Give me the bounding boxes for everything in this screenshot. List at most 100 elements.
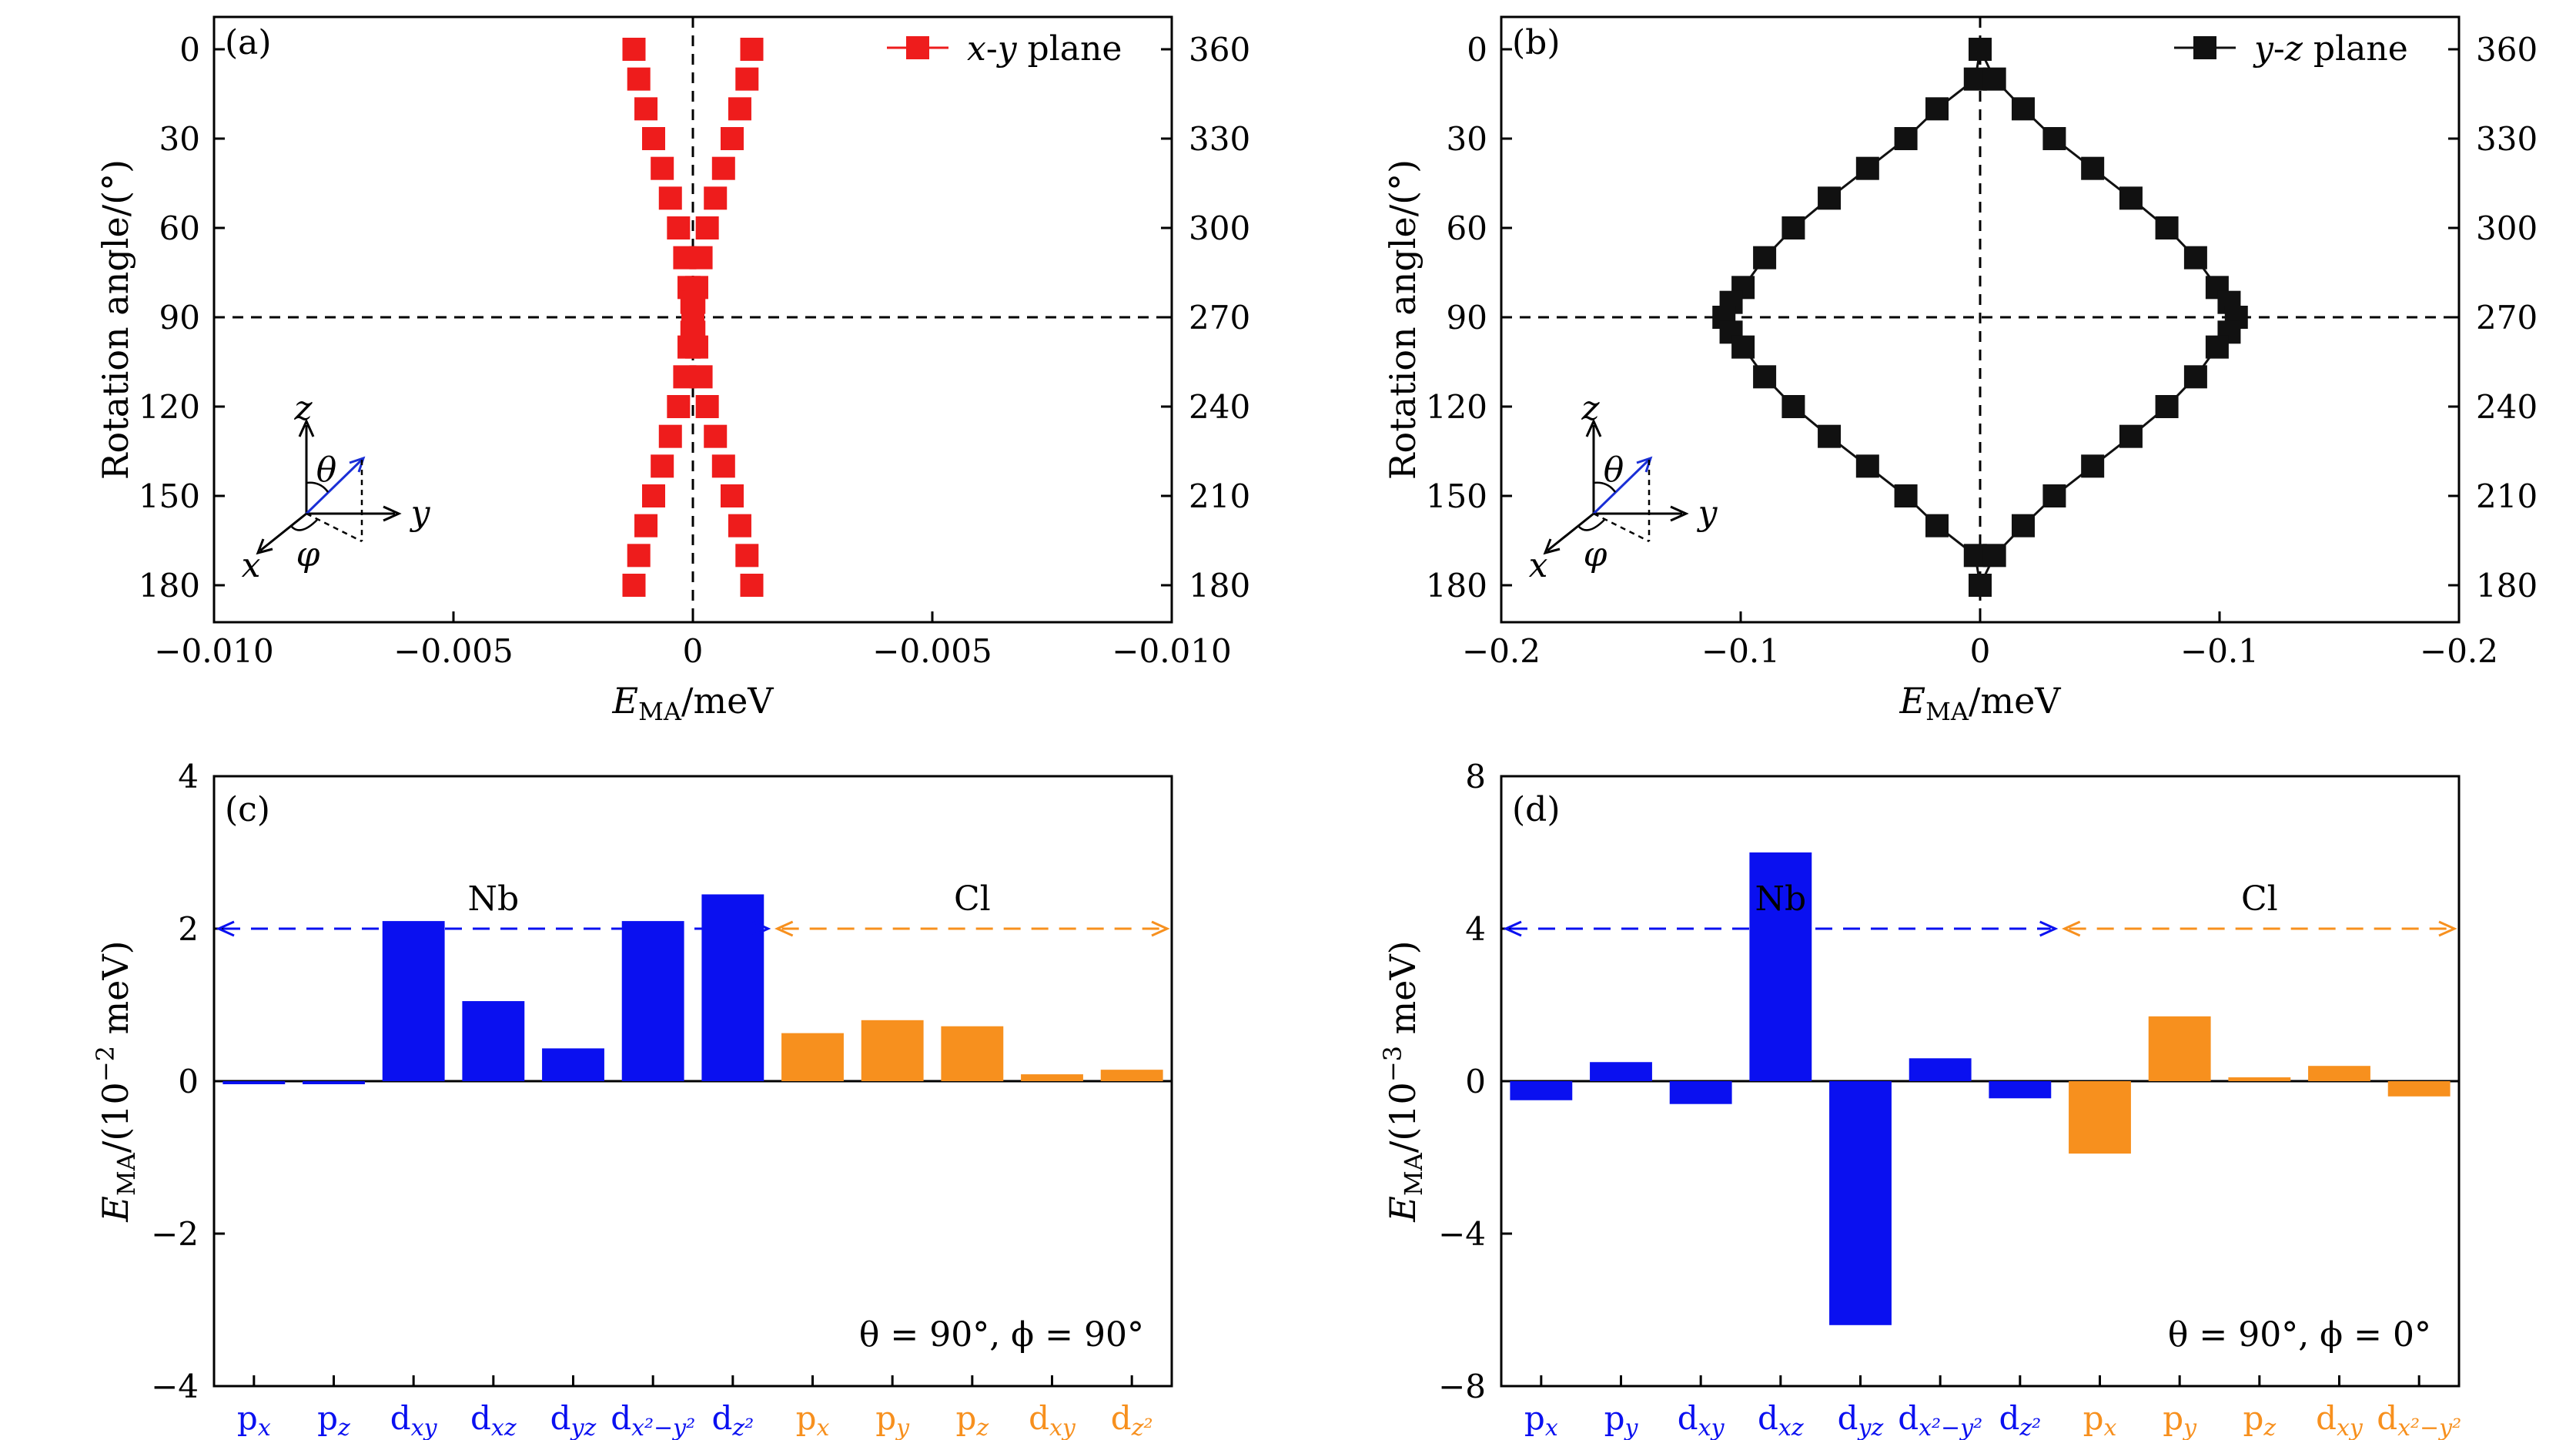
group-arrowhead-right [2039, 920, 2059, 937]
y-tick-label: −4 [1438, 1215, 1486, 1253]
data-point [634, 514, 658, 537]
x-axis-arrow [259, 512, 307, 552]
bar [542, 1048, 604, 1081]
category-subscript: z [975, 1415, 989, 1440]
category-base: d [1898, 1399, 1919, 1437]
category-base: p [1604, 1399, 1625, 1437]
coordinate-axes-inset: z y x θ φ [1529, 389, 1718, 585]
x-tick-label: 0 [683, 632, 704, 670]
category-subscript: x²−y² [1919, 1415, 1982, 1440]
inset-x-label: x [242, 546, 261, 585]
category-label: dz² [1111, 1399, 1153, 1440]
y-arrowhead [1670, 505, 1689, 522]
z-arrowhead [1585, 418, 1602, 437]
x-title-symbol: E [1899, 680, 1925, 722]
category-subscript: xz [1778, 1415, 1804, 1440]
y-tick-label: 0 [1465, 1063, 1486, 1100]
panel-b: 0 360 30 330 60 300 90 270 120 240 150 210 180 180 −0.… [1382, 15, 2538, 726]
angle-annotation: θ = 90°, ϕ = 0° [2168, 1315, 2431, 1355]
y-title-subscript: MA [1399, 1152, 1428, 1196]
data-point [1894, 484, 1918, 507]
data-point [622, 38, 646, 61]
category-subscript: z [337, 1415, 350, 1440]
y-axis-title: Rotation angle/(°) [1382, 159, 1423, 480]
y-title-unit: /(10 [1382, 1082, 1423, 1153]
panel-a: 0 360 30 330 60 300 90 270 120 240 150 210 180 180 −0.… [95, 15, 1250, 726]
projection-dash [306, 512, 363, 543]
panel-label: (d) [1512, 790, 1561, 829]
vector-arrow [1592, 458, 1651, 515]
data-point [2042, 484, 2066, 507]
series-line [1979, 49, 2238, 586]
data-point [721, 484, 744, 507]
data-point [2155, 395, 2179, 418]
legend-label: x-y plane [967, 29, 1122, 69]
y2-tick-label: 240 [2476, 388, 2538, 426]
y-tick-label: 2 [178, 910, 199, 948]
inset-phi-label: φ [1584, 535, 1607, 574]
category-subscript: x [2103, 1415, 2116, 1440]
y-tick-label: 120 [1426, 388, 1487, 426]
x-arrowhead [1543, 538, 1561, 555]
category-subscript: z² [1131, 1415, 1153, 1440]
inset-z-label: z [293, 389, 313, 428]
category-base: d [711, 1399, 732, 1437]
y-tick-label: 60 [1447, 209, 1487, 247]
bar [1590, 1062, 1652, 1081]
y-tick-label: 0 [178, 1063, 199, 1100]
y-tick-label: 0 [1467, 31, 1487, 69]
y-tick-label: 150 [139, 477, 200, 515]
category-base: d [550, 1399, 571, 1437]
x-title-symbol: E [611, 680, 638, 722]
y2-tick-label: 210 [2476, 477, 2538, 515]
category-subscript: z [2263, 1415, 2276, 1440]
data-point [1753, 365, 1777, 389]
y-tick-label: 4 [178, 758, 199, 795]
x-axis-title: EMA/meV [611, 680, 774, 726]
vector-arrow [305, 458, 363, 515]
data-point [2119, 186, 2143, 210]
data-point [1969, 38, 1992, 61]
y-title-subscript: MA [112, 1152, 141, 1196]
category-base: d [470, 1399, 491, 1437]
bar [2069, 1081, 2131, 1154]
y2-tick-label: 300 [1189, 209, 1250, 247]
category-subscript: x [1545, 1415, 1558, 1440]
group-label: Cl [954, 879, 991, 919]
y-title-exponent: −3 [1378, 1046, 1407, 1082]
y-title-symbol: E [1382, 1196, 1423, 1223]
category-base: d [1758, 1399, 1778, 1437]
y-tick-label: 90 [159, 299, 200, 337]
bar [1510, 1081, 1573, 1100]
category-base: d [611, 1399, 631, 1437]
data-point [704, 424, 728, 448]
category-label: pz [317, 1399, 350, 1440]
category-label: dx²−y² [611, 1399, 695, 1440]
data-point [721, 127, 744, 150]
y2-tick-label: 360 [1189, 31, 1250, 69]
data-point [1925, 97, 1949, 121]
data-point [677, 335, 701, 359]
category-base: d [2316, 1399, 2337, 1437]
bar [462, 1001, 525, 1081]
category-label: py [875, 1399, 910, 1440]
category-subscript: xy [1698, 1415, 1725, 1440]
legend-marker [906, 36, 929, 59]
data-point [641, 127, 665, 150]
category-label: dyz [550, 1399, 597, 1440]
data-point [641, 484, 665, 507]
y-title-unit-end: meV) [1382, 940, 1423, 1046]
panel-d: 840−4−8px py dxy dxz dyz dx²−y² dz² px py pz dxy dx… [1378, 758, 2461, 1440]
data-point [695, 216, 719, 239]
group-arrowhead-right [752, 920, 771, 937]
inset-x-label: x [1529, 546, 1548, 585]
legend-var2: z [2284, 29, 2303, 69]
category-subscript: xy [1049, 1415, 1076, 1440]
data-point [728, 514, 751, 537]
category-label: px [237, 1399, 271, 1440]
data-point [711, 454, 735, 478]
category-base: d [1029, 1399, 1049, 1437]
y-tick-label: 150 [1426, 477, 1487, 515]
x-title-subscript: MA [1925, 697, 1969, 726]
bar [1021, 1074, 1083, 1081]
